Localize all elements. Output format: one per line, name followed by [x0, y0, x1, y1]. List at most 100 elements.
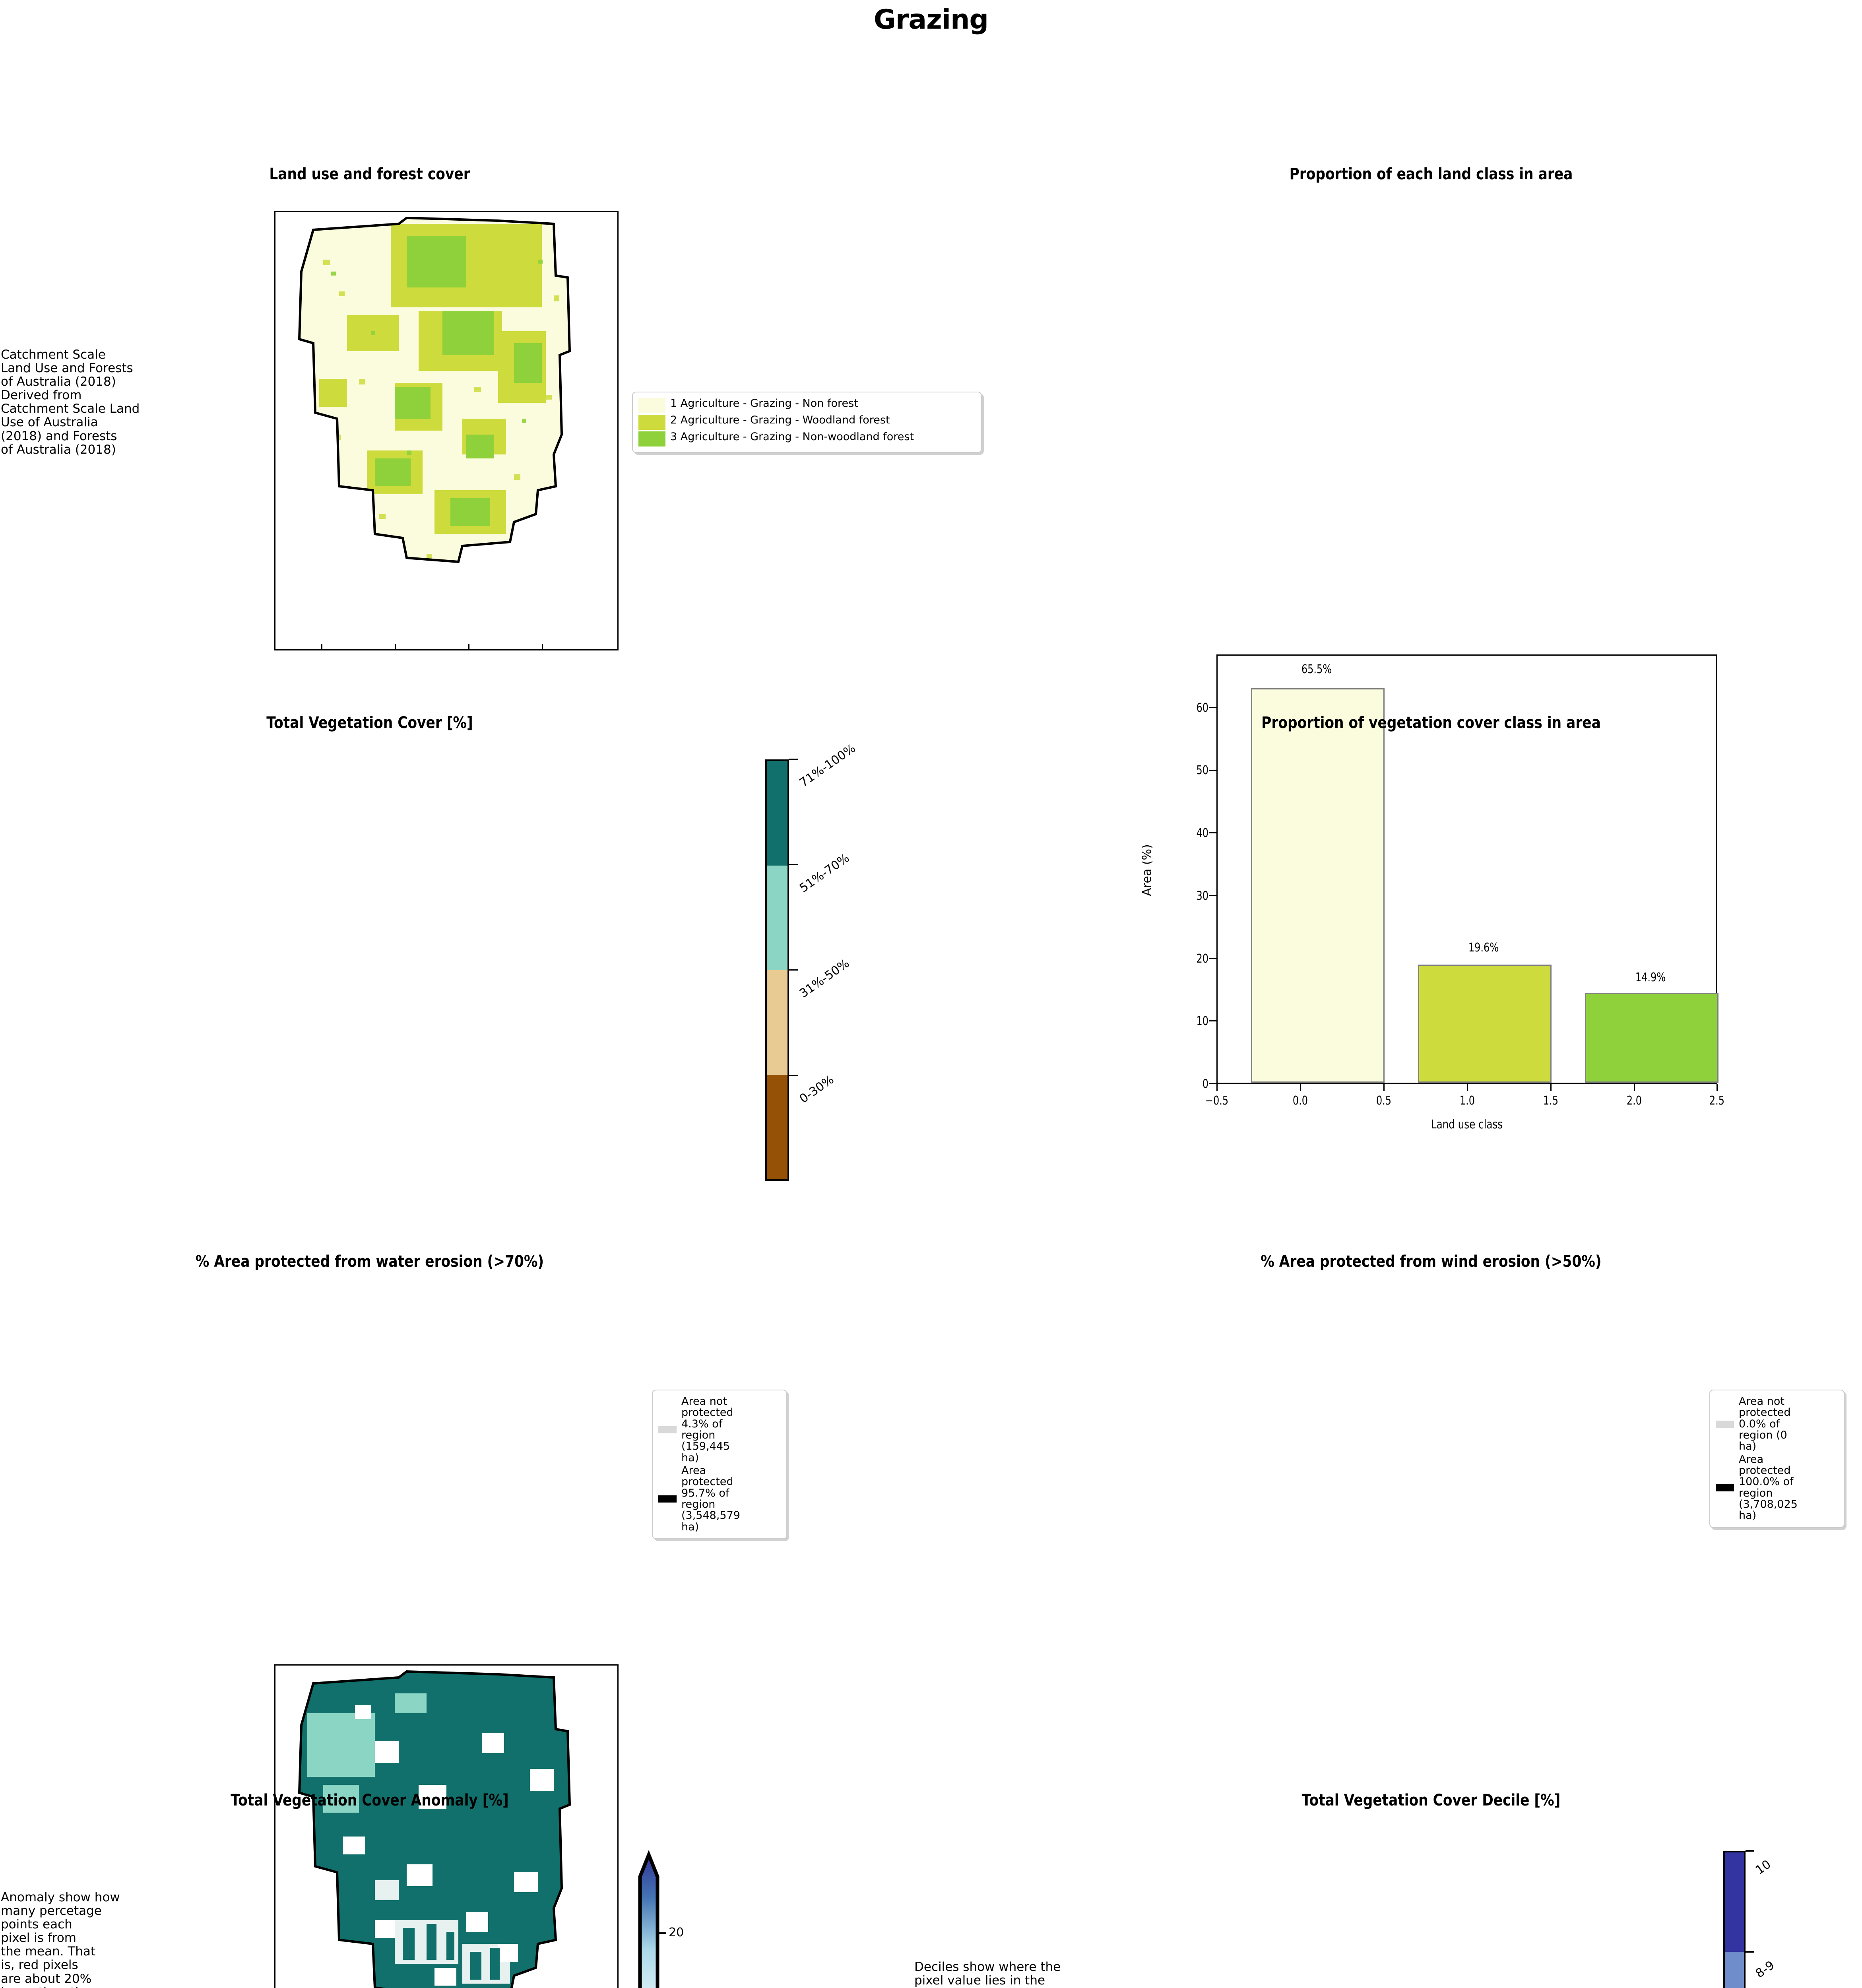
water-erosion-title: % Area protected from water erosion (>70…	[195, 1252, 544, 1271]
colorbar-label-31-50: 31%-50%	[797, 956, 852, 1001]
bar-landuse-0[interactable]	[1251, 688, 1385, 1083]
bar-landuse-1[interactable]	[1418, 965, 1552, 1083]
legend-label: Area protected 95.7% of region (3,548,57…	[681, 1464, 740, 1533]
colorbar-tick	[789, 969, 798, 971]
ytick-mark	[1209, 770, 1216, 771]
landuse-bar-title: Proportion of each land class in area	[1289, 165, 1573, 183]
legend-swatch-not-protected	[658, 1426, 677, 1434]
map-tick	[542, 644, 543, 649]
bar-value-label-0: 65.5%	[1301, 662, 1332, 676]
xtick-label: 2.5	[1709, 1094, 1725, 1108]
landuse-map-title: Land use and forest cover	[269, 165, 470, 183]
xtick-label: 1.0	[1459, 1094, 1475, 1108]
xtick-mark	[1717, 1084, 1718, 1091]
colorbar-tick	[789, 1075, 798, 1076]
xtick-mark	[1550, 1084, 1552, 1091]
legend-label: 1 Agriculture - Grazing - Non forest	[670, 397, 858, 410]
decile-label-8-9: 8-9	[1753, 1958, 1777, 1981]
colorbar-segment-71-100	[767, 761, 787, 866]
xtick-mark	[1467, 1084, 1468, 1091]
legend-item: Area not protected 0.0% of region (0 ha)	[1716, 1396, 1838, 1452]
xtick-mark	[1383, 1084, 1385, 1091]
colorbar-tick	[1746, 1951, 1754, 1953]
anomaly-note: Anomaly show how many percetage points e…	[1, 1890, 120, 1988]
veg-map-title: Total Vegetation Cover [%]	[266, 714, 473, 732]
map-tick	[468, 644, 469, 649]
landuse-map[interactable]	[274, 211, 619, 650]
ytick-label: 0	[1202, 1077, 1208, 1091]
legend-item: Area protected 100.0% of region (3,708,0…	[1716, 1454, 1838, 1522]
legend-swatch-woodland-forest	[638, 415, 665, 430]
colorbar-tick	[789, 759, 798, 760]
legend-label: Area not protected 0.0% of region (0 ha)	[1739, 1395, 1791, 1453]
decile-label-10: 10	[1753, 1857, 1774, 1877]
colorbar-tick	[789, 864, 798, 865]
decile-map-title: Total Vegetation Cover Decile [%]	[1301, 1791, 1561, 1809]
water-erosion-legend: Area not protected 4.3% of region (159,4…	[652, 1390, 787, 1540]
legend-item: Area protected 95.7% of region (3,548,57…	[658, 1465, 781, 1533]
legend-label: 2 Agriculture - Grazing - Woodland fores…	[670, 414, 890, 426]
landuse-source-note: Catchment Scale Land Use and Forests of …	[1, 348, 140, 457]
decile-colorbar	[1723, 1851, 1746, 1988]
colorbar-segment-10	[1725, 1852, 1744, 1952]
landuse-bar-chart: 65.5% 19.6% 14.9% 60 50 40 30 20 10 0 −0…	[1133, 646, 1729, 1132]
ytick-label: 10	[1196, 1014, 1208, 1028]
xtick-mark	[1300, 1084, 1301, 1091]
colorbar-label-51-70: 51%-70%	[797, 851, 852, 895]
map-tick	[321, 644, 322, 649]
colorbar-label-0-30: 0-30%	[797, 1072, 837, 1106]
xtick-mark	[1634, 1084, 1635, 1091]
anomaly-map-title: Total Vegetation Cover Anomaly [%]	[231, 1791, 509, 1809]
legend-swatch-not-protected	[1716, 1420, 1734, 1428]
colorbar-segment-8-9	[1725, 1952, 1744, 1988]
xtick-label: 1.5	[1543, 1094, 1559, 1108]
legend-swatch-non-forest	[638, 398, 665, 413]
colorbar-label-71-100: 71%-100%	[797, 741, 858, 790]
xtick-label: −0.5	[1205, 1094, 1229, 1108]
landuse-map-graphic	[298, 216, 571, 563]
bar-value-label-1: 19.6%	[1468, 941, 1499, 955]
ytick-mark	[1209, 1083, 1216, 1084]
veg-cover-map-graphic	[298, 1670, 571, 1988]
colorbar-segment-51-70	[767, 866, 787, 970]
veg-cover-map[interactable]	[274, 1664, 619, 1988]
legend-label: Area protected 100.0% of region (3,708,0…	[1739, 1453, 1798, 1522]
ytick-mark	[1209, 1020, 1216, 1021]
xtick-label: 2.0	[1626, 1094, 1642, 1108]
xtick-label: 0.5	[1376, 1094, 1392, 1108]
anomaly-colorbar: 20 10 0 −10 −20	[636, 1845, 684, 1988]
bar-landuse-2[interactable]	[1585, 993, 1718, 1083]
ytick-label: 50	[1196, 763, 1208, 777]
colorbar-tick	[1746, 1850, 1754, 1852]
map-tick	[395, 644, 396, 649]
legend-label: 3 Agriculture - Grazing - Non-woodland f…	[670, 431, 914, 443]
page-title: Grazing	[873, 4, 989, 35]
veg-bar-title: Proportion of vegetation cover class in …	[1261, 714, 1601, 732]
anomaly-tick-label-20: 20	[669, 1926, 684, 1939]
landuse-plot-area	[1216, 654, 1718, 1084]
xtick-mark	[1216, 1084, 1218, 1091]
colorbar-segment-31-50	[767, 970, 787, 1075]
ytick-mark	[1209, 895, 1216, 896]
xtick-label: 0.0	[1292, 1094, 1308, 1108]
legend-item: 2 Agriculture - Grazing - Woodland fores…	[638, 414, 976, 430]
landuse-xaxis-label: Land use class	[1431, 1118, 1503, 1132]
ytick-label: 20	[1196, 952, 1208, 966]
bar-value-label-2: 14.9%	[1635, 971, 1666, 984]
ytick-mark	[1209, 707, 1216, 708]
landuse-yaxis-label: Area (%)	[1140, 844, 1154, 896]
legend-swatch-non-woodland-forest	[638, 431, 665, 447]
ytick-label: 30	[1196, 889, 1208, 903]
landuse-legend: 1 Agriculture - Grazing - Non forest 2 A…	[632, 392, 982, 453]
anomaly-colorbar-graphic	[638, 1850, 666, 1988]
legend-swatch-protected	[1716, 1484, 1734, 1491]
ytick-label: 60	[1196, 701, 1208, 715]
legend-label: Area not protected 4.3% of region (159,4…	[681, 1395, 733, 1464]
ytick-mark	[1209, 832, 1216, 833]
veg-cover-colorbar	[765, 759, 789, 1181]
ytick-mark	[1209, 958, 1216, 959]
ytick-label: 40	[1196, 826, 1208, 840]
legend-item: 3 Agriculture - Grazing - Non-woodland f…	[638, 431, 976, 447]
legend-item: 1 Agriculture - Grazing - Non forest	[638, 398, 976, 413]
wind-erosion-legend: Area not protected 0.0% of region (0 ha)…	[1709, 1390, 1845, 1528]
